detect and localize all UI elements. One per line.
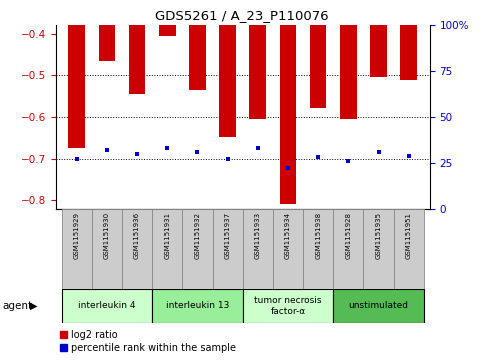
Text: unstimulated: unstimulated [349,301,409,310]
Text: interleukin 13: interleukin 13 [166,301,229,310]
Point [254,145,262,151]
Bar [340,0,356,119]
FancyBboxPatch shape [333,289,424,323]
Text: interleukin 4: interleukin 4 [78,301,136,310]
Text: GSM1151951: GSM1151951 [406,212,412,259]
Text: tumor necrosis
factor-α: tumor necrosis factor-α [254,296,322,315]
Point [224,156,231,162]
Text: GSM1151932: GSM1151932 [195,212,200,259]
FancyBboxPatch shape [394,209,424,289]
Point [73,156,81,162]
Bar [69,0,85,148]
Legend: log2 ratio, percentile rank within the sample: log2 ratio, percentile rank within the s… [60,330,236,353]
Point [163,145,171,151]
FancyBboxPatch shape [303,209,333,289]
Text: GSM1151929: GSM1151929 [74,212,80,259]
Point [284,166,292,171]
Bar [99,0,115,61]
FancyBboxPatch shape [243,209,273,289]
FancyBboxPatch shape [62,289,152,323]
Bar [400,0,417,79]
Bar [189,0,206,90]
FancyBboxPatch shape [243,289,333,323]
Text: GSM1151934: GSM1151934 [285,212,291,259]
FancyBboxPatch shape [333,209,364,289]
Text: GSM1151938: GSM1151938 [315,212,321,259]
Text: GSM1151928: GSM1151928 [345,212,351,259]
Bar [250,0,266,119]
FancyBboxPatch shape [122,209,152,289]
Point [133,151,141,156]
FancyBboxPatch shape [183,209,213,289]
Point [103,147,111,153]
Text: ▶: ▶ [30,301,38,311]
FancyBboxPatch shape [273,209,303,289]
Text: GSM1151935: GSM1151935 [376,212,382,259]
Point [405,153,412,159]
FancyBboxPatch shape [92,209,122,289]
Bar [310,0,327,108]
Text: GDS5261 / A_23_P110076: GDS5261 / A_23_P110076 [155,9,328,22]
Point [375,149,383,155]
Text: GSM1151936: GSM1151936 [134,212,140,259]
Text: GSM1151933: GSM1151933 [255,212,261,259]
Bar [370,0,387,77]
Bar [129,0,145,94]
Point [194,149,201,155]
FancyBboxPatch shape [213,209,243,289]
Point [344,158,352,164]
FancyBboxPatch shape [62,209,92,289]
FancyBboxPatch shape [152,209,183,289]
Bar [280,0,296,204]
Text: GSM1151937: GSM1151937 [225,212,230,259]
FancyBboxPatch shape [364,209,394,289]
Text: agent: agent [2,301,32,311]
Text: GSM1151930: GSM1151930 [104,212,110,259]
Bar [219,0,236,137]
Text: GSM1151931: GSM1151931 [164,212,170,259]
Bar [159,0,175,36]
FancyBboxPatch shape [152,289,243,323]
Point [314,155,322,160]
